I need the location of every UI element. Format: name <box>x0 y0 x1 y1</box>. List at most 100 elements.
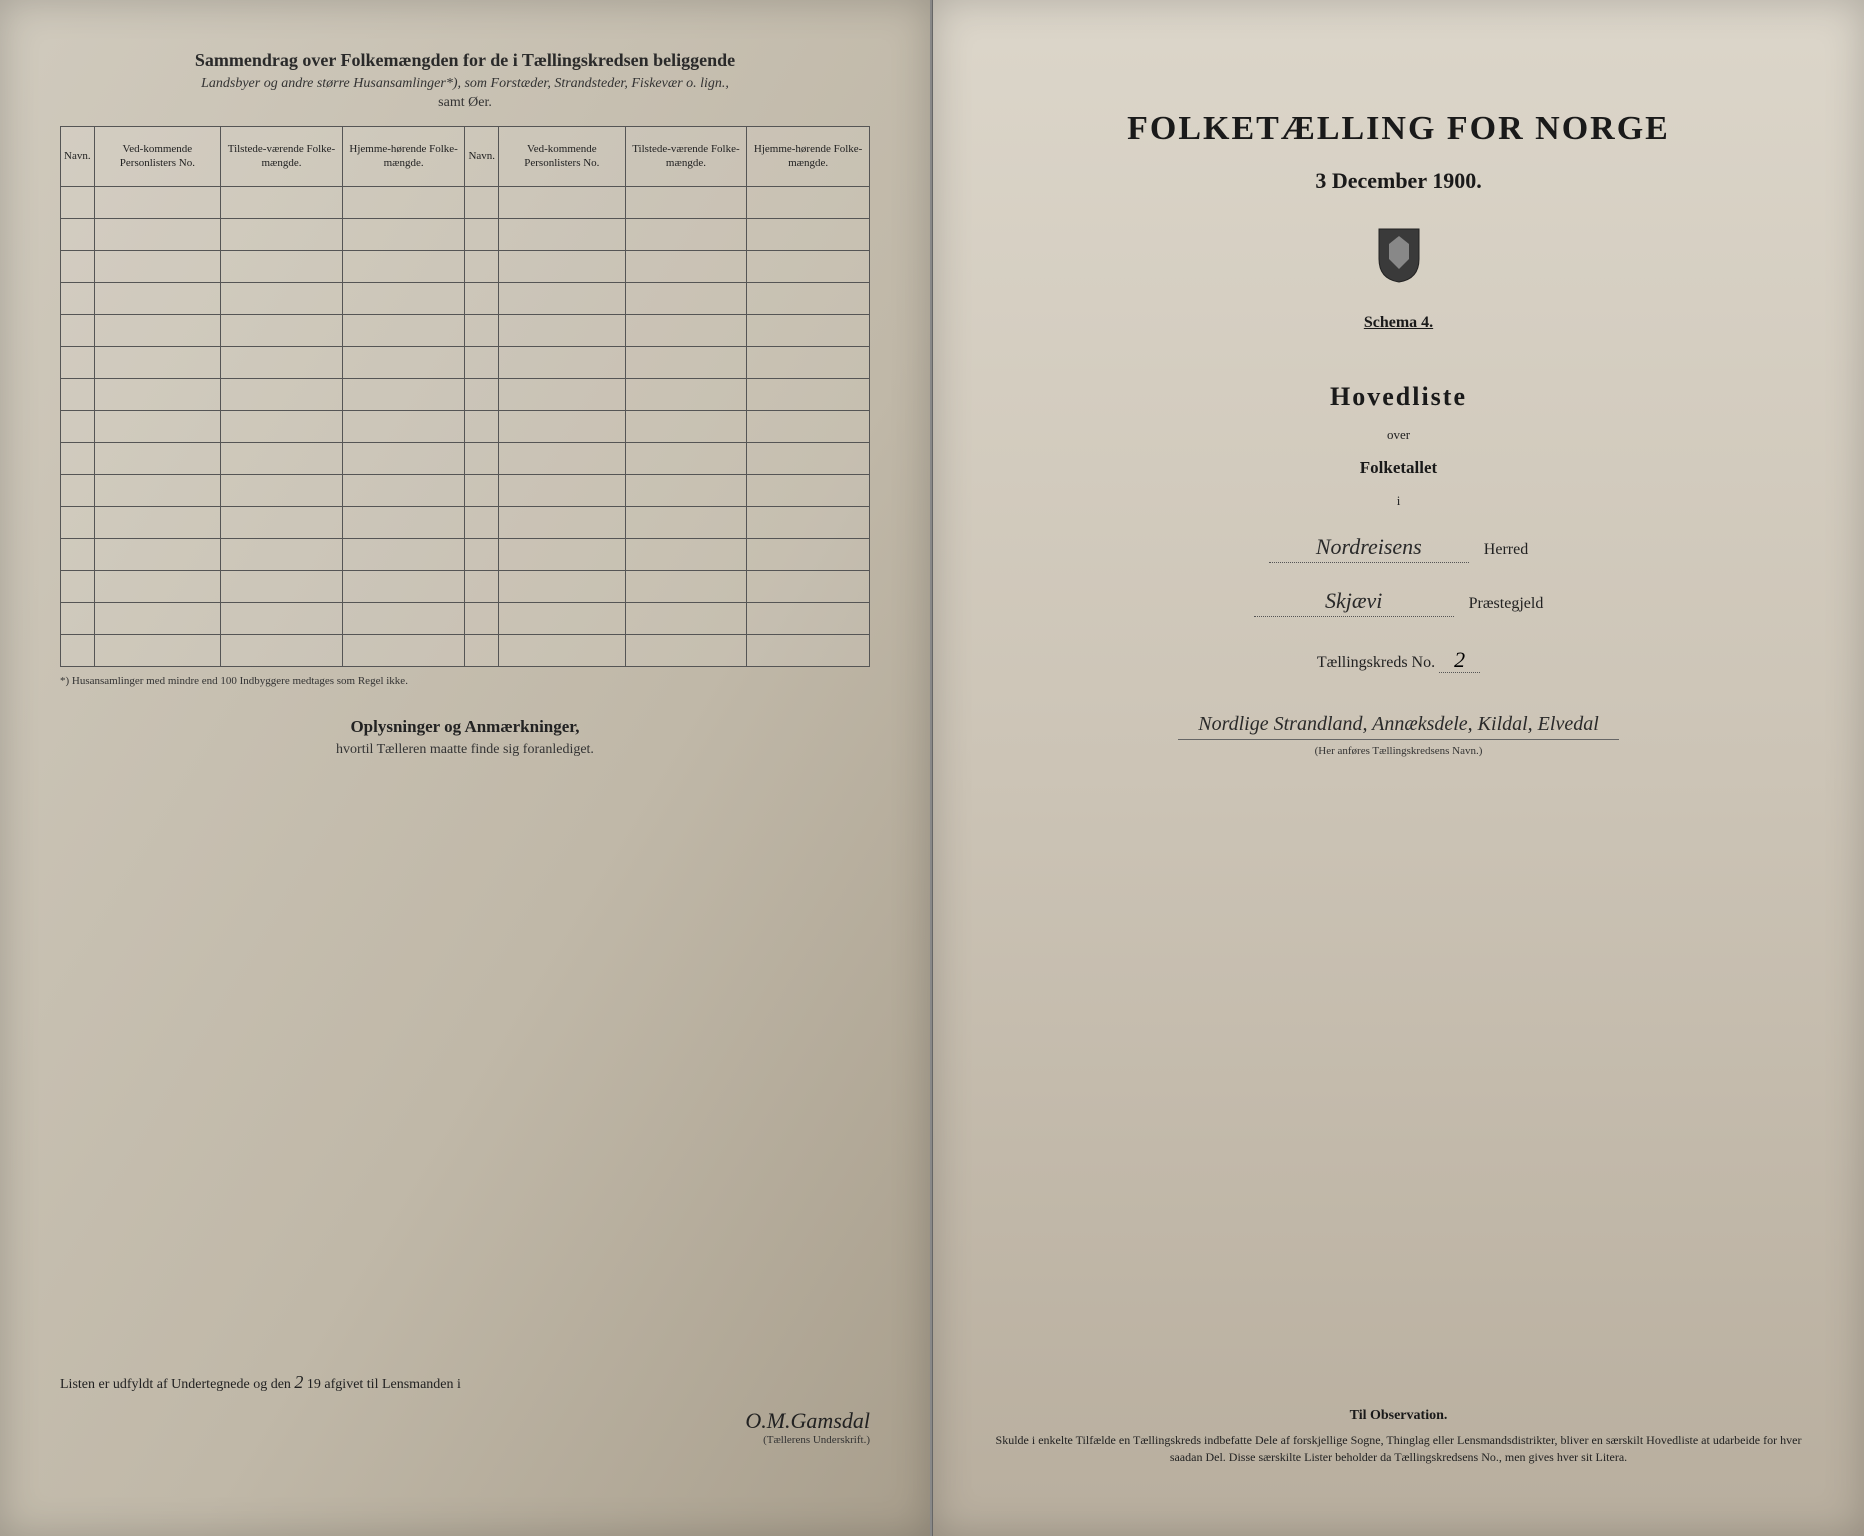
col-hjemme-1: Hjemme-hørende Folke-mængde. <box>342 127 465 187</box>
prestegjeld-value: Skjævi <box>1254 588 1454 617</box>
table-cell <box>465 475 499 507</box>
i-label: i <box>993 493 1804 509</box>
table-cell <box>342 251 465 283</box>
table-body <box>61 187 870 667</box>
table-cell <box>747 507 870 539</box>
table-row <box>61 251 870 283</box>
table-cell <box>342 283 465 315</box>
herred-label: Herred <box>1484 541 1528 559</box>
table-cell <box>94 603 221 635</box>
table-cell <box>499 379 626 411</box>
table-cell <box>499 571 626 603</box>
table-cell <box>342 219 465 251</box>
table-cell <box>625 443 747 475</box>
anfores-label: (Her anføres Tællingskredsens Navn.) <box>993 745 1804 757</box>
table-cell <box>747 283 870 315</box>
table-header-row: Navn. Ved-kommende Personlisters No. Til… <box>61 127 870 187</box>
table-row <box>61 603 870 635</box>
table-cell <box>625 379 747 411</box>
remarks-sub: hvortil Tælleren maatte finde sig foranl… <box>60 742 870 758</box>
table-cell <box>747 539 870 571</box>
table-cell <box>747 635 870 667</box>
left-page: Sammendrag over Folkemængden for de i Tæ… <box>0 0 932 1536</box>
table-cell <box>94 635 221 667</box>
table-cell <box>625 347 747 379</box>
table-row <box>61 187 870 219</box>
table-cell <box>499 315 626 347</box>
table-cell <box>625 283 747 315</box>
table-cell <box>94 475 221 507</box>
coat-of-arms-icon <box>1374 224 1424 284</box>
date-line: 3 December 1900. <box>993 168 1804 194</box>
table-row <box>61 475 870 507</box>
table-cell <box>625 219 747 251</box>
right-content: FOLKETÆLLING FOR NORGE 3 December 1900. … <box>993 50 1804 757</box>
table-row <box>61 283 870 315</box>
signature: O.M.Gamsdal <box>60 1408 870 1434</box>
table-cell <box>221 475 343 507</box>
table-row <box>61 379 870 411</box>
table-cell <box>499 443 626 475</box>
table-cell <box>61 603 95 635</box>
left-header: Sammendrag over Folkemængden for de i Tæ… <box>60 50 870 111</box>
col-personlister-2: Ved-kommende Personlisters No. <box>499 127 626 187</box>
table-cell <box>625 187 747 219</box>
table-row <box>61 635 870 667</box>
table-cell <box>499 507 626 539</box>
table-cell <box>465 251 499 283</box>
table-cell <box>221 251 343 283</box>
left-note: samt Øer. <box>60 95 870 111</box>
kreds-line: Tællingskreds No. 2 <box>993 647 1804 673</box>
col-hjemme-2: Hjemme-hørende Folke-mængde. <box>747 127 870 187</box>
table-cell <box>342 347 465 379</box>
table-cell <box>61 347 95 379</box>
table-cell <box>465 603 499 635</box>
right-page: FOLKETÆLLING FOR NORGE 3 December 1900. … <box>932 0 1864 1536</box>
summary-table: Navn. Ved-kommende Personlisters No. Til… <box>60 126 870 667</box>
table-cell <box>221 539 343 571</box>
table-cell <box>94 283 221 315</box>
table-cell <box>94 571 221 603</box>
table-cell <box>221 635 343 667</box>
table-cell <box>465 411 499 443</box>
sig-day: 2 <box>294 1372 303 1392</box>
prestegjeld-line: Skjævi Præstegjeld <box>993 588 1804 617</box>
table-cell <box>342 635 465 667</box>
table-cell <box>747 411 870 443</box>
table-cell <box>61 635 95 667</box>
main-title: FOLKETÆLLING FOR NORGE <box>993 110 1804 148</box>
folketallet: Folketallet <box>993 458 1804 478</box>
table-row <box>61 347 870 379</box>
sig-text-1: Listen er udfyldt af Undertegnede og den <box>60 1377 291 1392</box>
table-cell <box>747 603 870 635</box>
table-cell <box>747 187 870 219</box>
table-cell <box>465 315 499 347</box>
table-cell <box>465 187 499 219</box>
table-cell <box>221 219 343 251</box>
table-cell <box>625 507 747 539</box>
table-cell <box>61 411 95 443</box>
table-cell <box>499 603 626 635</box>
table-cell <box>342 411 465 443</box>
table-row <box>61 539 870 571</box>
table-cell <box>61 507 95 539</box>
table-cell <box>499 475 626 507</box>
table-cell <box>625 571 747 603</box>
table-cell <box>94 379 221 411</box>
table-cell <box>625 635 747 667</box>
table-cell <box>221 187 343 219</box>
signature-block: Listen er udfyldt af Undertegnede og den… <box>60 1372 870 1446</box>
remarks-title: Oplysninger og Anmærkninger, <box>60 717 870 737</box>
table-cell <box>499 187 626 219</box>
table-cell <box>747 443 870 475</box>
table-cell <box>747 571 870 603</box>
table-cell <box>465 507 499 539</box>
sig-text-2: 19 afgivet til Lensmanden i <box>307 1377 461 1392</box>
table-cell <box>342 443 465 475</box>
table-cell <box>94 187 221 219</box>
remarks-section: Oplysninger og Anmærkninger, hvortil Tæl… <box>60 717 870 758</box>
col-navn-1: Navn. <box>61 127 95 187</box>
table-cell <box>625 315 747 347</box>
table-cell <box>221 507 343 539</box>
footnote: *) Husansamlinger med mindre end 100 Ind… <box>60 675 870 687</box>
